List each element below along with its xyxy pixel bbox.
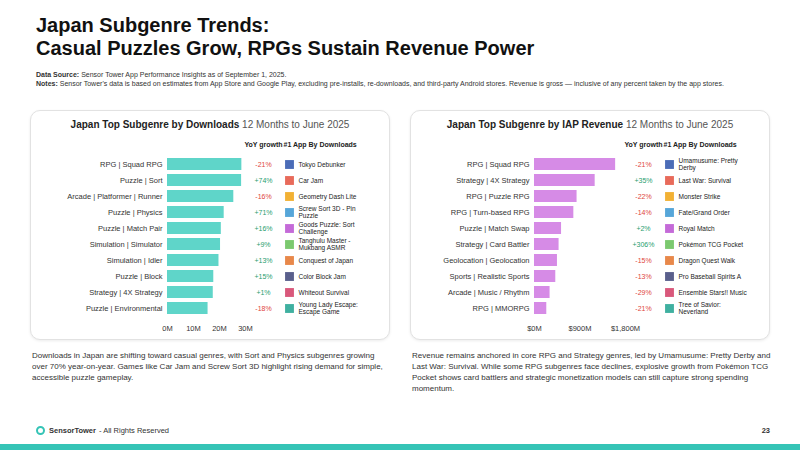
svg-text:Puzzle | Environmental: Puzzle | Environmental <box>86 304 163 313</box>
svg-text:-13%: -13% <box>635 273 651 280</box>
svg-text:Puzzle | Sort: Puzzle | Sort <box>120 176 163 185</box>
html-text:Japan Top Subgenre by Download: Japan Top Subgenre by Downloads 12 Month… <box>70 119 350 130</box>
svg-text:Young Lady Escape:Escape Game: Young Lady Escape:Escape Game <box>299 301 359 316</box>
svg-text:30M: 30M <box>238 324 253 333</box>
svg-text:Last War: Survival: Last War: Survival <box>679 177 732 184</box>
svg-text:Monster Strike: Monster Strike <box>679 193 721 200</box>
svg-text:-16%: -16% <box>255 193 271 200</box>
svg-text:10M: 10M <box>186 324 201 333</box>
html-text:Japan Subgenre Trends:: Japan Subgenre Trends: <box>36 14 270 36</box>
svg-text:Umamusume: PrettyDerby: Umamusume: PrettyDerby <box>679 157 739 172</box>
svg-text:Tokyo Debunker: Tokyo Debunker <box>299 161 347 169</box>
svg-text:-15%: -15% <box>635 257 651 264</box>
html-text:Revenue remains anchored in co: Revenue remains anchored in core RPG and… <box>412 351 771 393</box>
svg-text:Strategy | 4X Strategy: Strategy | 4X Strategy <box>456 176 529 185</box>
svg-text:Tanghulu Master -Mukbang ASMR: Tanghulu Master -Mukbang ASMR <box>299 237 351 252</box>
svg-text:-21%: -21% <box>255 161 271 168</box>
svg-text:Fate/Grand Order: Fate/Grand Order <box>679 209 731 216</box>
svg-text:RPG | Squad RPG: RPG | Squad RPG <box>100 160 163 169</box>
svg-text:+13%: +13% <box>254 257 272 264</box>
svg-text:+16%: +16% <box>254 225 272 232</box>
svg-text:Geometry Dash Lite: Geometry Dash Lite <box>299 193 357 201</box>
html-text:Notes: Sensor Tower's data is: Notes: Sensor Tower's data is based on e… <box>36 80 724 87</box>
html-text:Downloads in Japan are shiftin: Downloads in Japan are shifting toward c… <box>32 351 383 382</box>
svg-text:RPG | Puzzle RPG: RPG | Puzzle RPG <box>466 192 529 201</box>
svg-text:$0M: $0M <box>527 324 542 333</box>
svg-text:+306%: +306% <box>633 241 655 248</box>
svg-text:RPG | Squad RPG: RPG | Squad RPG <box>467 160 530 169</box>
svg-text:Screw Sort 3D - PinPuzzle: Screw Sort 3D - PinPuzzle <box>299 205 356 219</box>
svg-text:Dragon Quest Walk: Dragon Quest Walk <box>679 257 736 265</box>
svg-text:+9%: +9% <box>256 241 270 248</box>
svg-text:Simulation | Simulator: Simulation | Simulator <box>90 240 163 249</box>
svg-text:Color Block Jam: Color Block Jam <box>299 273 346 280</box>
svg-text:Strategy | 4X Strategy: Strategy | 4X Strategy <box>89 288 162 297</box>
svg-text:+71%: +71% <box>254 209 272 216</box>
html-text:Casual Puzzles Grow, RPGs Sust: Casual Puzzles Grow, RPGs Sustain Revenu… <box>36 37 535 59</box>
svg-text:Tree of Savior:Neverland: Tree of Savior:Neverland <box>679 301 722 315</box>
svg-text:Whiteout Survival: Whiteout Survival <box>299 289 350 296</box>
svg-text:RPG | Turn-based RPG: RPG | Turn-based RPG <box>451 208 530 217</box>
svg-text:Pokémon TCG Pocket: Pokémon TCG Pocket <box>679 241 744 248</box>
svg-text:Ensemble Stars!! Music: Ensemble Stars!! Music <box>679 289 748 296</box>
svg-text:0M: 0M <box>162 324 172 333</box>
html-text:Japan Top Subgenre by IAP Reve: Japan Top Subgenre by IAP Revenue 12 Mon… <box>446 119 734 130</box>
html-text:SensorTower - All Rights Reser: SensorTower - All Rights Reserved <box>49 426 169 435</box>
svg-text:Conquest of Japan: Conquest of Japan <box>299 257 354 265</box>
svg-text:YoY growth: YoY growth <box>624 141 662 149</box>
svg-text:Geolocation | Geolocation: Geolocation | Geolocation <box>443 256 529 265</box>
svg-text:+35%: +35% <box>634 177 652 184</box>
svg-text:-22%: -22% <box>635 193 651 200</box>
svg-text:+15%: +15% <box>254 273 272 280</box>
svg-text:-29%: -29% <box>635 289 651 296</box>
svg-text:+1%: +1% <box>256 289 270 296</box>
html-text:23: 23 <box>761 426 770 435</box>
svg-text:#1 App By Downloads: #1 App By Downloads <box>664 141 737 149</box>
svg-text:Arcade | Music / Rhythm: Arcade | Music / Rhythm <box>448 288 530 297</box>
svg-text:-21%: -21% <box>635 305 651 312</box>
svg-text:Puzzle | Physics: Puzzle | Physics <box>108 208 163 217</box>
html-text:Data Source: Sensor Tower App: Data Source: Sensor Tower App Performanc… <box>36 71 287 78</box>
svg-text:RPG | MMORPG: RPG | MMORPG <box>473 304 530 313</box>
svg-text:Arcade | Platformer | Runner: Arcade | Platformer | Runner <box>67 192 163 201</box>
svg-text:Strategy | Card Battler: Strategy | Card Battler <box>455 240 530 249</box>
svg-text:Simulation | Idler: Simulation | Idler <box>107 256 163 265</box>
svg-text:$1,800M: $1,800M <box>611 324 640 333</box>
svg-text:YoY growth: YoY growth <box>244 141 282 149</box>
svg-text:#1 App By Downloads: #1 App By Downloads <box>284 141 357 149</box>
svg-text:Puzzle | Match Swap: Puzzle | Match Swap <box>460 224 530 233</box>
svg-text:-18%: -18% <box>255 305 271 312</box>
svg-text:20M: 20M <box>212 324 227 333</box>
svg-text:Puzzle | Match Pair: Puzzle | Match Pair <box>98 224 163 233</box>
svg-text:Sports | Realistic Sports: Sports | Realistic Sports <box>450 272 530 281</box>
svg-text:Pro Baseball Spirits A: Pro Baseball Spirits A <box>679 273 742 281</box>
svg-text:Royal Match: Royal Match <box>679 225 716 233</box>
svg-text:-21%: -21% <box>635 161 651 168</box>
svg-text:Puzzle | Block: Puzzle | Block <box>116 272 163 281</box>
svg-text:+74%: +74% <box>254 177 272 184</box>
svg-text:-14%: -14% <box>635 209 651 216</box>
svg-text:Goods Puzzle: SortChallenge: Goods Puzzle: SortChallenge <box>299 221 355 236</box>
svg-text:+2%: +2% <box>636 225 650 232</box>
svg-text:$900M: $900M <box>569 324 592 333</box>
svg-text:Car Jam: Car Jam <box>299 177 324 184</box>
